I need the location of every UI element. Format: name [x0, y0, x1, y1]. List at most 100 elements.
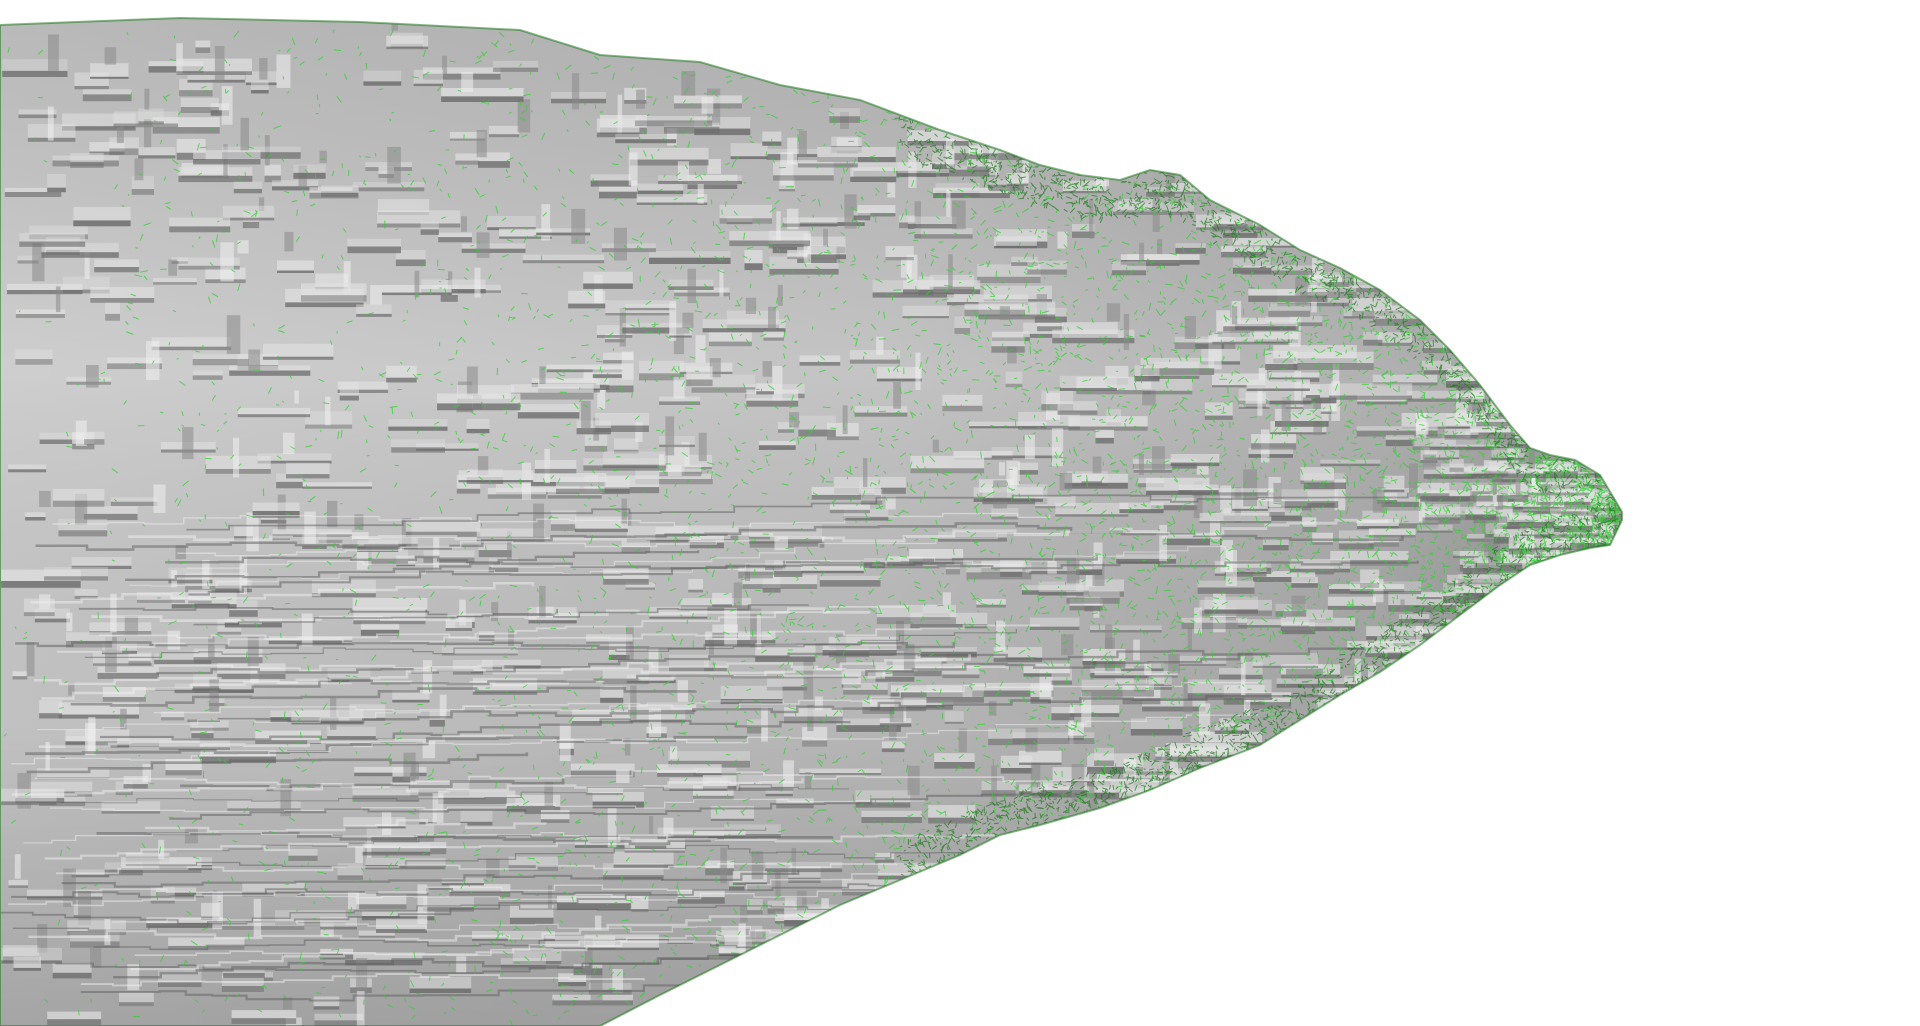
terrace-line: [44, 830, 1100, 860]
voxel-step: [899, 201, 921, 238]
voxel-step: [588, 966, 632, 1003]
voxel-step: [193, 636, 263, 664]
voxel-step: [876, 604, 956, 625]
voxel-step: [438, 216, 472, 243]
voxel-step: [1291, 576, 1318, 588]
voxel-step: [1212, 332, 1289, 345]
voxel-step: [585, 788, 624, 796]
voxel-step: [944, 711, 964, 724]
voxel-step: [712, 592, 732, 607]
voxel-step: [151, 315, 241, 355]
voxel-step: [437, 393, 521, 411]
wireframe-edges: [4, 29, 1622, 1026]
voxel-step: [1444, 428, 1479, 440]
terrace-line: [26, 752, 529, 774]
voxel-step: [1012, 732, 1095, 744]
voxel-step: [1027, 231, 1068, 275]
voxel-step: [354, 741, 436, 777]
voxel-step: [15, 286, 65, 318]
voxel-step: [360, 622, 400, 636]
wireframe-edge-layer: [4, 29, 1622, 1026]
voxel-step: [811, 486, 881, 500]
voxel-step: [1, 569, 81, 588]
voxel-step: [262, 343, 334, 360]
terrace-line: [100, 718, 851, 741]
voxel-step: [689, 535, 724, 549]
voxel-step: [1175, 243, 1206, 254]
voxel-step: [388, 419, 448, 431]
voxel-step: [110, 484, 166, 513]
terrace-line: [12, 778, 804, 796]
voxel-step: [251, 58, 269, 94]
voxel-step: [797, 157, 858, 168]
voxel-step: [897, 162, 949, 177]
voxel-step: [1491, 467, 1526, 483]
voxel-step: [787, 233, 812, 264]
voxel-step: [1019, 727, 1062, 765]
voxel-step: [1463, 588, 1485, 600]
voxel-step: [25, 490, 51, 521]
voxel-step: [1059, 375, 1117, 391]
voxel-step: [193, 150, 261, 165]
voxel-step: [674, 269, 730, 297]
voxel-step: [615, 134, 677, 144]
terrace-line: [49, 798, 925, 813]
voxel-step: [313, 996, 340, 1010]
voxel-step: [1197, 580, 1255, 594]
voxel-step: [7, 283, 83, 295]
voxel-step: [345, 954, 423, 966]
voxel-step: [376, 918, 427, 933]
voxel-step: [746, 389, 799, 407]
terrace-line: [31, 582, 535, 604]
voxel-step: [1423, 466, 1504, 479]
voxel-step: [66, 365, 112, 388]
voxel-step: [47, 174, 66, 193]
voxel-step: [356, 893, 407, 910]
voxel-step: [231, 997, 297, 1024]
voxel-step: [123, 763, 151, 789]
voxel-step: [74, 589, 98, 599]
voxel-step: [1116, 524, 1176, 564]
voxel-step: [1232, 258, 1272, 274]
voxel-step: [71, 557, 132, 569]
voxel-step: [1385, 434, 1415, 447]
voxel-step: [1132, 458, 1198, 469]
voxel-step: [1376, 492, 1398, 504]
voxel-step: [1320, 459, 1381, 467]
voxel-step: [192, 353, 249, 366]
terrace-line: [177, 537, 833, 557]
terrace-line: [70, 686, 697, 707]
voxel-step: [512, 951, 562, 964]
voxel-step: [264, 135, 281, 183]
voxel-step: [658, 175, 742, 185]
voxel-step: [1000, 560, 1023, 577]
voxel-step: [1068, 707, 1084, 745]
voxel-step: [747, 899, 763, 915]
voxel-step: [1383, 475, 1405, 493]
voxel-step: [97, 636, 159, 679]
terrace-line: [38, 734, 715, 749]
voxel-step: [646, 708, 667, 739]
voxel-step: [829, 108, 860, 123]
voxel-step: [242, 882, 305, 897]
voxel-step: [156, 887, 197, 897]
voxel-step: [229, 349, 311, 376]
voxel-step: [121, 857, 202, 873]
voxel-step: [756, 361, 774, 395]
terrace-line: [145, 819, 547, 833]
voxel-step: [506, 781, 561, 813]
voxel-step: [445, 619, 473, 631]
voxel-step: [405, 519, 481, 537]
voxel-step: [602, 670, 649, 685]
voxel-step: [1069, 691, 1120, 728]
voxel-step: [364, 842, 447, 855]
voxel-step: [729, 211, 811, 247]
voxel-step: [1449, 459, 1464, 472]
voxel-step: [293, 150, 327, 179]
voxel-step: [637, 161, 689, 197]
voxel-step: [1269, 482, 1285, 517]
terrace-line: [28, 914, 850, 942]
voxel-step: [176, 138, 206, 160]
